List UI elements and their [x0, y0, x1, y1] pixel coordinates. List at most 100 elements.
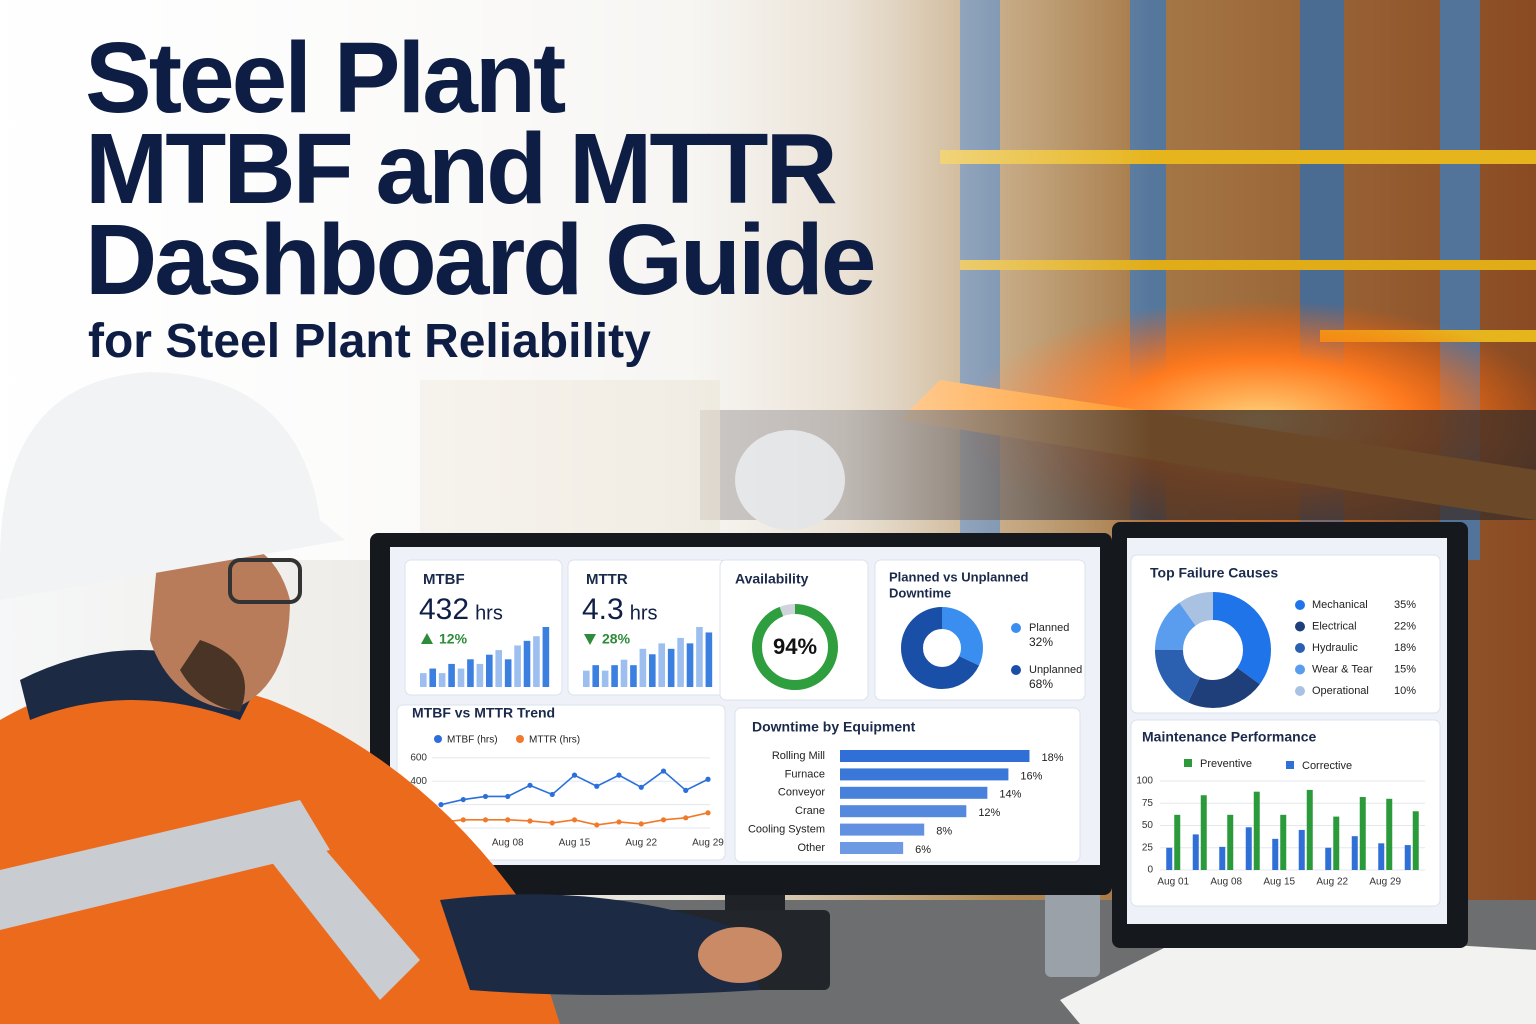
card-title: Downtime	[889, 585, 951, 600]
y-tick-label: 100	[1136, 776, 1153, 787]
y-tick-label: 0	[1147, 865, 1153, 876]
y-tick-label: 600	[410, 752, 427, 763]
trend-point	[460, 796, 466, 803]
x-tick-label: Aug 15	[1263, 877, 1295, 888]
sparkline-bar	[630, 665, 637, 687]
category-label: Other	[797, 842, 825, 854]
bar	[840, 842, 904, 854]
clipboard	[1060, 930, 1536, 1024]
sparkline-bar	[639, 648, 647, 687]
change-arrow	[584, 634, 596, 645]
trend-point	[571, 772, 578, 778]
bar	[1174, 814, 1181, 870]
bar	[1166, 847, 1173, 870]
bar	[840, 750, 1030, 762]
title-line: MTBF and MTTR	[85, 113, 837, 225]
bar	[1333, 816, 1340, 870]
donut-segment	[752, 604, 838, 690]
legend-dot	[1295, 643, 1305, 653]
x-tick-label: Aug 22	[625, 838, 657, 849]
category-label: Furnace	[785, 768, 825, 780]
sparkline-bar	[495, 650, 503, 687]
trend-point	[527, 818, 533, 824]
legend-swatch	[1184, 759, 1192, 767]
sparkline-bar	[677, 637, 684, 687]
sparkline-bar	[533, 636, 540, 687]
value-label: 18%	[1041, 752, 1063, 764]
legend-dot	[434, 735, 442, 743]
trend-point	[549, 820, 555, 826]
sparkline-bar	[457, 668, 465, 687]
kpi-label: MTBF	[423, 571, 465, 588]
trend-point	[660, 817, 667, 823]
y-tick-label: 400	[410, 776, 427, 787]
bar	[1192, 834, 1199, 870]
legend-dot	[1011, 623, 1021, 633]
legend-label: MTBF (hrs)	[447, 735, 498, 746]
sparkline-bar	[504, 659, 512, 687]
kpi-change: 12%	[439, 631, 468, 647]
legend-label: Preventive	[1200, 758, 1252, 770]
hard-hat	[0, 372, 345, 600]
sparkline-bar	[486, 654, 493, 687]
trend-point	[683, 787, 689, 793]
trend-point	[482, 793, 489, 800]
legend-dot	[1295, 600, 1305, 610]
value-label: 35%	[1394, 599, 1416, 611]
bar	[840, 823, 925, 836]
sparkline-bar	[523, 640, 531, 687]
value-label: 6%	[915, 844, 931, 856]
sparkline-bar	[438, 673, 446, 687]
value-label: 12%	[978, 807, 1000, 819]
sparkline-bar	[696, 627, 703, 687]
trend-point	[505, 817, 511, 823]
worker-arm	[440, 894, 760, 995]
y-tick-label: 50	[1142, 820, 1154, 831]
bar	[1412, 811, 1419, 870]
title-line: Dashboard Guide	[85, 204, 874, 316]
card	[404, 559, 563, 696]
legend-dot	[1011, 665, 1021, 675]
sparkline-bar	[667, 648, 675, 687]
safety-glasses	[228, 558, 302, 604]
trend-point	[705, 776, 711, 782]
kpi-value: 4.3	[582, 593, 624, 626]
card-title: Maintenance Performance	[1142, 729, 1316, 745]
bar	[1245, 827, 1252, 870]
sparkline-bar	[592, 665, 600, 687]
donut-segment	[1155, 592, 1271, 708]
bar	[1219, 846, 1226, 870]
x-tick-label: Aug 29	[1369, 877, 1401, 888]
x-tick-label: Aug 08	[1210, 877, 1242, 888]
kpi-change: 28%	[602, 631, 631, 647]
sparkline-bar	[514, 645, 521, 687]
category-label: Conveyor	[778, 787, 825, 799]
trend-point	[705, 810, 711, 816]
bar	[1359, 797, 1366, 870]
y-tick-label: 75	[1142, 798, 1154, 809]
trend-point	[660, 768, 667, 774]
trend-point	[594, 822, 600, 828]
legend-label: MTTR (hrs)	[529, 735, 580, 746]
sparkline-bar	[705, 632, 713, 687]
worker-beard	[180, 640, 245, 712]
worker-hand	[698, 927, 782, 983]
legend-label: Operational	[1312, 685, 1369, 697]
kpi-value: 432	[419, 593, 469, 626]
bar	[1378, 843, 1385, 870]
trend-point	[571, 817, 578, 823]
legend-label: Mechanical	[1312, 599, 1368, 611]
card-title: Downtime by Equipment	[752, 719, 916, 735]
legend-label: Unplanned	[1029, 664, 1082, 676]
value-label: 32%	[1029, 635, 1053, 649]
sparkline-bar	[658, 643, 666, 687]
value-label: 68%	[1029, 677, 1053, 691]
sparkline-bar	[476, 663, 484, 687]
sparkline-bar	[542, 627, 550, 687]
x-tick-label: Aug 08	[492, 838, 524, 849]
sparkline-bar	[420, 673, 427, 687]
trend-point	[527, 782, 533, 788]
worker	[0, 372, 782, 1024]
